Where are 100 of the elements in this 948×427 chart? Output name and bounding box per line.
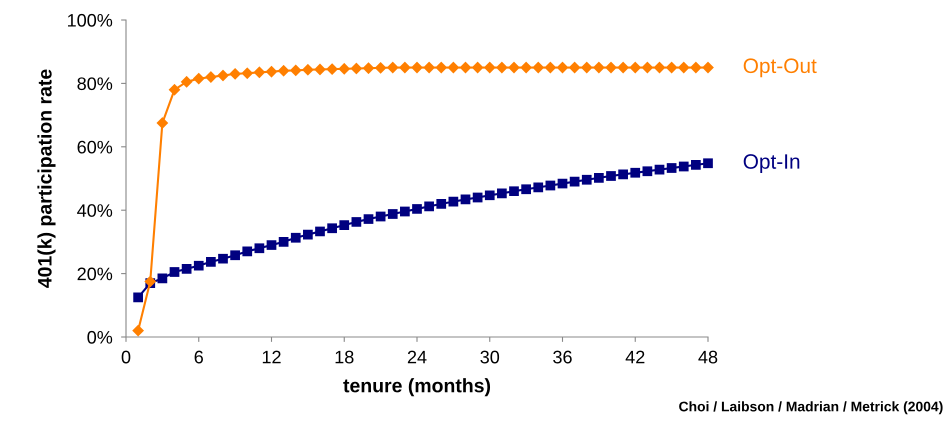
point [399,62,410,74]
x-tick-label: 0 [122,350,130,364]
point [254,243,264,254]
point [278,65,290,76]
point [314,64,326,76]
point [594,173,604,183]
x-tick-label: 6 [194,350,203,364]
point [290,64,302,76]
point [508,62,520,74]
point [556,62,568,74]
point [242,68,253,79]
point [546,180,556,190]
point [424,62,435,74]
point [315,226,325,236]
point [460,194,470,204]
text: Choi / Laibson / Madrian / Metrick (2004) [679,401,943,414]
point [170,267,180,277]
point [412,204,422,214]
x-tick-label: 30 [480,350,500,364]
point [532,62,544,74]
point [254,66,265,78]
point [388,209,398,219]
x-tick-label: 18 [336,350,354,364]
point [593,62,604,74]
point [242,246,252,256]
point [605,62,617,74]
point [181,76,192,88]
point [654,164,664,174]
y-tick-label: 40% [77,204,112,217]
point [217,70,229,82]
point [436,62,447,74]
point [642,62,653,74]
point [509,186,519,196]
point [303,230,313,240]
point [691,160,701,170]
point [544,62,556,74]
point [338,63,350,74]
point [702,62,714,74]
point [690,62,702,74]
y-tick-label: 20% [78,268,112,280]
series-label: Opt-In [744,154,800,173]
point [666,62,678,74]
point [618,170,628,180]
point [290,232,301,243]
point [194,260,204,271]
point [460,62,472,74]
point [424,202,434,212]
point [678,62,690,74]
point [375,62,386,74]
point [206,257,216,267]
point [654,62,666,74]
point [182,264,192,274]
point [630,168,640,178]
point [678,162,689,172]
point [558,178,568,188]
point [168,84,180,96]
point [484,190,495,200]
point [496,62,508,74]
point [533,182,544,192]
point [666,163,676,173]
y-tick-label: 0% [87,330,112,344]
point [630,62,641,74]
point [400,206,410,216]
point [376,212,386,222]
point [230,68,241,80]
x-tick-label: 42 [626,350,644,364]
point [472,192,482,202]
point [362,62,374,74]
point [618,62,629,74]
point [218,254,228,264]
point [327,223,337,234]
x-tick-label: 48 [698,350,718,364]
y-tick-label: 60% [78,140,112,154]
point [448,196,458,207]
point [484,62,496,74]
point [448,62,459,74]
point [266,66,278,78]
point [230,250,240,260]
point [132,325,144,336]
point [642,166,652,176]
point [472,62,484,74]
point [278,237,288,247]
point [158,273,168,284]
point [520,62,532,74]
point [205,71,216,83]
point [411,62,423,74]
point [582,174,592,185]
point [133,292,143,302]
point [521,184,531,194]
point [326,64,338,75]
point [606,171,616,181]
point [266,240,276,250]
point [387,62,398,74]
point [581,62,592,74]
x-tick-label: 24 [408,350,427,364]
point [570,176,580,187]
point [569,62,580,74]
point [193,73,204,84]
point [364,214,374,224]
point [144,276,156,288]
